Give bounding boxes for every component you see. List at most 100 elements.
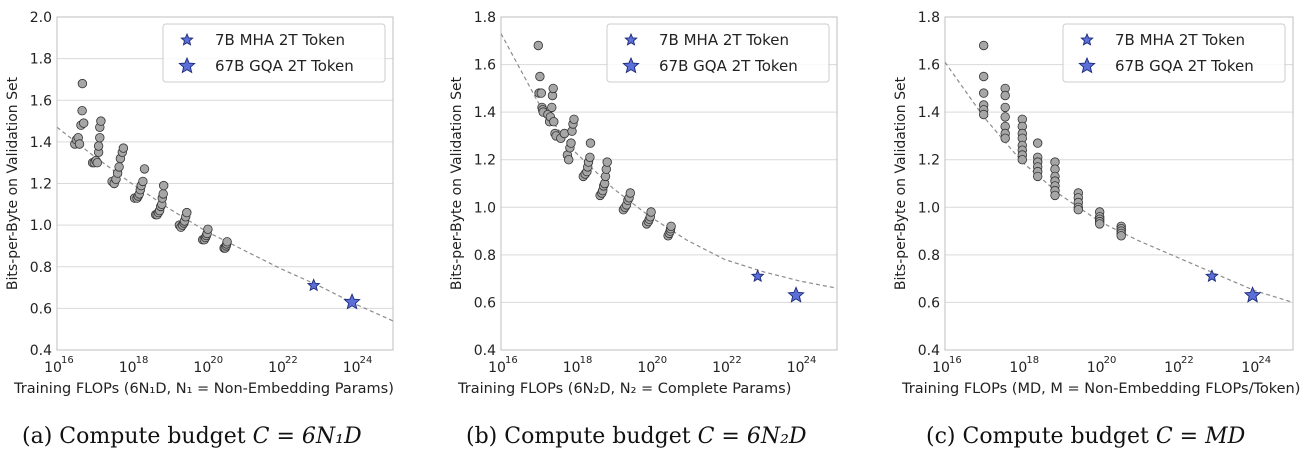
- panel-a-ytick-label: 0.8: [30, 260, 52, 276]
- panel-c-xtick-label: 10: [1087, 360, 1105, 376]
- panel-a-legend-label: 7B MHA 2T Token: [215, 31, 345, 49]
- panel-b-data-point: [585, 138, 596, 148]
- panel-b-data-point: [549, 116, 559, 127]
- panel-b-compute-budget-6n2d: 0.40.60.81.01.21.41.61.810 16 10 18 10 20 10 22…: [449, 10, 838, 397]
- scaling-figure: 0.40.60.81.01.21.41.61.82.010 16 10 18 10 20 1…: [5, 10, 1300, 397]
- panel-c-data-point: [1000, 112, 1010, 122]
- panel-b-xtick-label: 10: [637, 360, 655, 376]
- panel-c-ytick-label: 1.2: [918, 153, 940, 169]
- panel-b-data-point: [625, 188, 636, 198]
- panel-b-ytick-label: 1.0: [474, 200, 496, 216]
- panel-a-data-point: [203, 224, 213, 235]
- panel-b-legend-marker: [622, 56, 640, 74]
- panel-a-xtick-label: 10: [193, 360, 211, 376]
- panel-c-ytick-label: 1.0: [918, 200, 940, 216]
- panel-b-xtick-label: 10: [563, 360, 581, 376]
- panel-a-ytick-label: 1.8: [30, 52, 52, 68]
- panel-a-xtick-label: 10: [119, 360, 137, 376]
- panel-c-data-point: [1032, 171, 1043, 182]
- panel-b-legend-marker: [624, 32, 638, 46]
- panel-c-data-point: [1094, 219, 1105, 229]
- panel-b-ytick-label: 1.6: [474, 58, 496, 74]
- panel-c-data-point: [1116, 231, 1126, 241]
- panel-a-axes-frame: [56, 16, 394, 351]
- panel-a-data-point: [96, 116, 106, 126]
- panel-c-data-point: [1000, 102, 1010, 113]
- panel-a-data-point: [139, 164, 150, 174]
- panel-b-data-point: [548, 83, 558, 94]
- panel-b-ytick-label: 0.6: [474, 295, 496, 311]
- panel-c-ytick-label: 1.8: [918, 10, 940, 26]
- caption-c: (c) Compute budget C = MD: [926, 424, 1245, 449]
- panel-c-data-point: [1073, 204, 1084, 215]
- panel-b-xtick-exponent: 20: [654, 355, 667, 366]
- panel-a-xtick-label: 10: [268, 360, 286, 376]
- panel-b-data-point: [602, 157, 612, 167]
- panel-c-compute-budget-md: 0.40.60.81.01.21.41.61.810 16 10 18 10 20 10 22…: [893, 10, 1300, 397]
- panel-a-xtick-exponent: 18: [136, 355, 149, 366]
- panel-b-data-point: [535, 71, 545, 82]
- panel-c-axes-frame: [944, 16, 1294, 351]
- panel-a-legend-label: 67B GQA 2T Token: [215, 57, 354, 75]
- panel-b-data-point: [536, 88, 547, 98]
- panel-b-xtick-exponent: 16: [505, 355, 518, 366]
- panel-b-xtick-label: 10: [712, 360, 730, 376]
- panel-a-ytick-label: 1.6: [30, 93, 52, 109]
- panel-c-legend-label: 7B MHA 2T Token: [1115, 31, 1245, 49]
- panel-a-legend-marker: [180, 32, 194, 46]
- panel-b-data-point: [564, 154, 574, 165]
- panel-a-ytick-label: 1.0: [30, 218, 52, 234]
- panel-a-data-point: [118, 143, 129, 153]
- panel-a-ytick-label: 1.2: [30, 177, 52, 193]
- panel-b-data-point: [533, 40, 544, 51]
- panel-b-ytick-label: 0.8: [474, 248, 496, 264]
- panel-c-xtick-label: 10: [1164, 360, 1182, 376]
- panel-b-legend-label: 67B GQA 2T Token: [659, 57, 798, 75]
- panel-c-data-point: [979, 71, 989, 82]
- panel-a-xtick-exponent: 20: [210, 355, 223, 366]
- panel-a-star-67b-gqa: [343, 292, 361, 310]
- caption-c-text: Compute budget: [962, 424, 1149, 449]
- panel-c-data-point: [1032, 138, 1043, 148]
- panel-a-xlabel: Training FLOPs (6N₁D, N₁ = Non-Embedding…: [13, 381, 394, 397]
- panel-a-ytick-label: 0.6: [30, 301, 52, 317]
- panel-a-star-7b-mha: [306, 278, 321, 292]
- panel-b-data-point: [547, 102, 557, 113]
- panel-a-compute-budget-6n1d: 0.40.60.81.01.21.41.61.82.010 16 10 18 10 20 1…: [5, 10, 394, 397]
- panel-b-data-point: [585, 152, 595, 163]
- panel-c-ytick-label: 0.6: [918, 295, 940, 311]
- panel-c-data-point: [979, 88, 989, 98]
- panel-c-ytick-label: 0.8: [918, 248, 940, 264]
- panel-a-data-point: [77, 105, 87, 116]
- panel-b-ytick-label: 1.2: [474, 153, 496, 169]
- panel-b-star-7b-mha: [750, 269, 765, 283]
- panel-a-data-point: [158, 180, 169, 191]
- panel-b-ytick-label: 1.8: [474, 10, 496, 26]
- panel-a-xtick-label: 10: [44, 360, 62, 376]
- panel-c-ytick-label: 1.4: [918, 105, 940, 121]
- panel-a-xtick-label: 10: [343, 360, 361, 376]
- panel-b-xtick-label: 10: [787, 360, 805, 376]
- panel-b-data-point: [646, 207, 656, 217]
- caption-a-formula: C = 6N₁D: [252, 424, 362, 449]
- panel-a-ytick-label: 0.4: [30, 343, 52, 359]
- panel-a-data-point: [93, 141, 104, 151]
- panel-b-data-point: [566, 138, 576, 148]
- panel-b-ytick-label: 1.4: [474, 105, 496, 121]
- panel-a-xtick-exponent: 22: [285, 355, 298, 366]
- panel-a-data-point: [114, 162, 124, 172]
- panel-a-data-point: [78, 118, 89, 128]
- caption-b: (b) Compute budget C = 6N₂D: [466, 424, 807, 449]
- panel-c-data-point: [979, 40, 989, 51]
- panel-c-xtick-exponent: 16: [949, 355, 962, 366]
- panel-c-xtick-exponent: 22: [1181, 355, 1194, 366]
- panel-c-legend-marker: [1078, 56, 1096, 74]
- caption-c-formula: C = MD: [1155, 424, 1246, 449]
- panel-c-legend-box: [1062, 23, 1286, 83]
- panel-c-data-point: [1000, 90, 1010, 101]
- panel-a-data-point: [222, 237, 232, 247]
- panel-b-axes-frame: [500, 16, 838, 351]
- panel-b-data-point: [569, 114, 579, 125]
- caption-a: (a) Compute budget C = 6N₁D: [22, 424, 362, 449]
- panel-a-data-point: [158, 189, 168, 199]
